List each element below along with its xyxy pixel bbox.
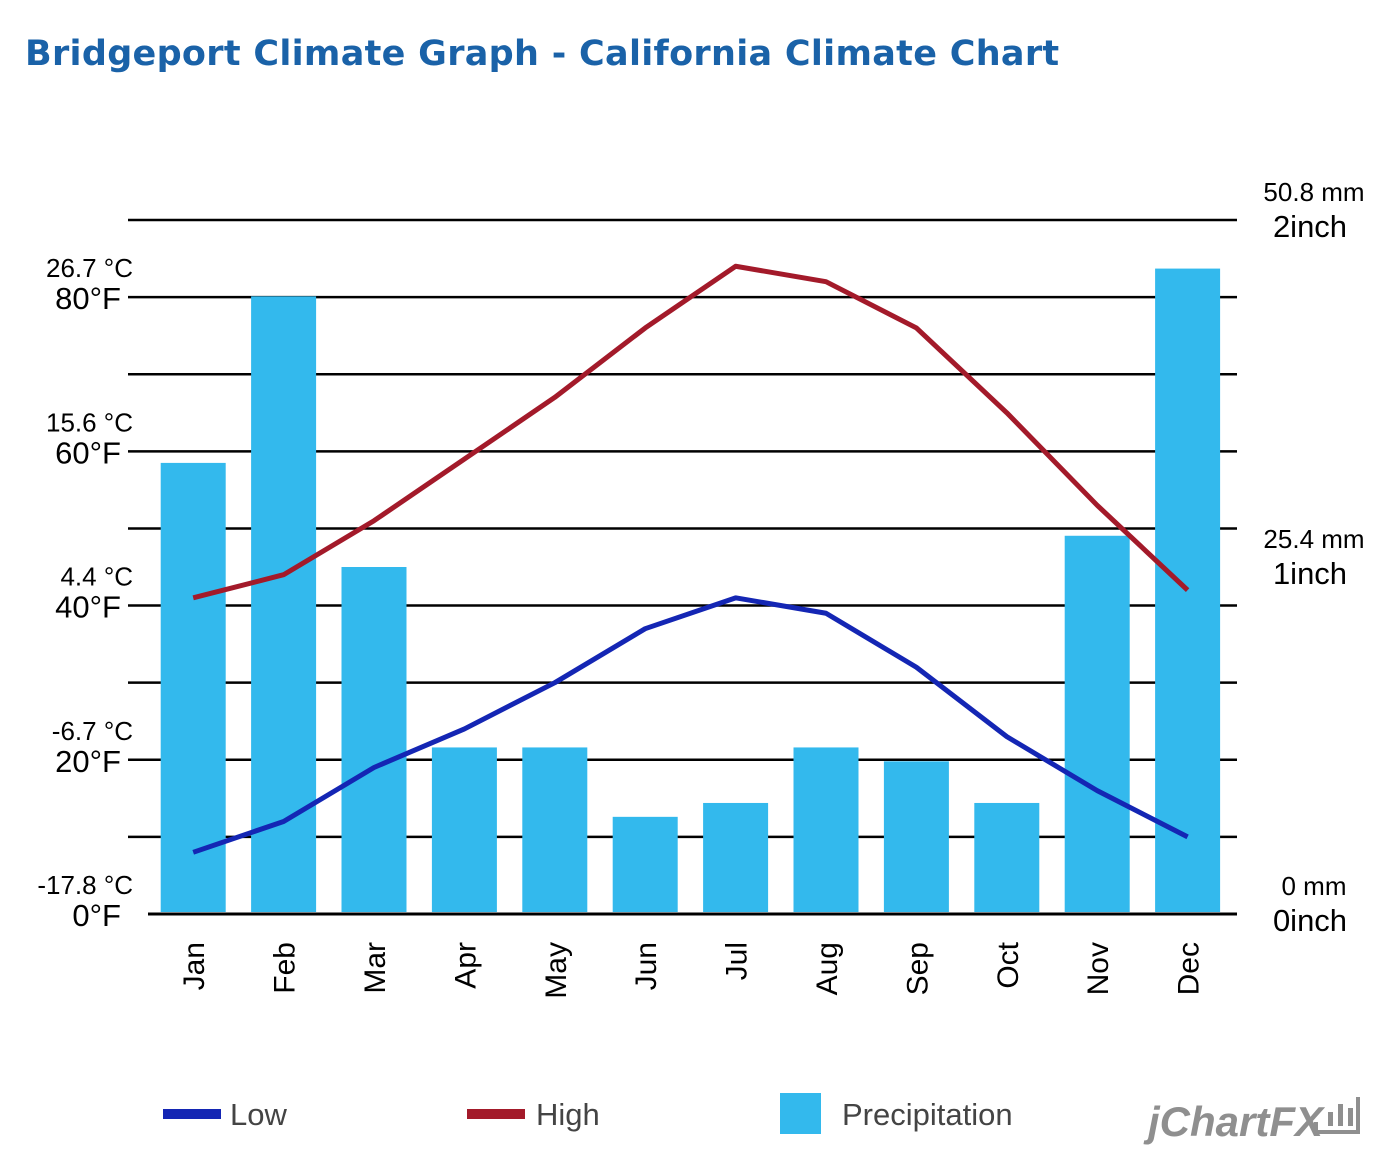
y-right-inch-label: 1inch xyxy=(1273,556,1347,591)
y-left-fahrenheit-label: 60°F xyxy=(55,435,121,470)
x-tick-label-jul: Jul xyxy=(721,942,754,980)
jchartfx-logo: jChartFX xyxy=(1143,1097,1360,1145)
x-tick-label-feb: Feb xyxy=(269,942,302,994)
y-right-inch-label: 2inch xyxy=(1273,209,1347,244)
legend: Low High Precipitation xyxy=(163,1093,1013,1134)
y-left-celsius-label: 4.4 °C xyxy=(60,562,133,592)
legend-label-high: High xyxy=(536,1097,600,1132)
precipitation-bars xyxy=(160,268,1221,913)
y-left-celsius-label: 26.7 °C xyxy=(46,253,133,283)
legend-label-precipitation: Precipitation xyxy=(842,1097,1013,1132)
chart-logo-icon xyxy=(1314,1097,1360,1134)
y-right-mm-label: 0 mm xyxy=(1282,871,1347,901)
x-tick-label-nov: Nov xyxy=(1082,942,1115,995)
x-tick-label-sep: Sep xyxy=(901,942,934,995)
x-tick-label-oct: Oct xyxy=(992,941,1025,988)
precipitation-bar-dec xyxy=(1155,268,1221,913)
precipitation-bar-nov xyxy=(1064,535,1130,912)
x-tick-label-aug: Aug xyxy=(811,942,844,995)
precipitation-bar-may xyxy=(522,747,588,912)
y-left-fahrenheit-label: 40°F xyxy=(55,590,121,625)
temperature-lines xyxy=(192,263,1190,855)
y-left-celsius-label: -6.7 °C xyxy=(52,716,133,746)
legend-swatch-high xyxy=(467,1109,525,1119)
x-tick-label-jun: Jun xyxy=(630,942,663,990)
x-tick-label-apr: Apr xyxy=(449,942,482,989)
high-temperature-line xyxy=(192,263,1190,601)
axis-labels: -17.8 °C0°F -6.7 °C20°F 4.4 °C40°F 15.6 °C6… xyxy=(37,177,1364,999)
precipitation-bar-oct xyxy=(974,802,1040,912)
brand-wordmark: jChartFX xyxy=(1143,1098,1326,1145)
precipitation-bar-jul xyxy=(703,802,769,912)
x-tick-label-jan: Jan xyxy=(178,942,211,990)
y-left-celsius-label: 15.6 °C xyxy=(46,407,133,437)
y-right-mm-label: 50.8 mm xyxy=(1263,177,1364,207)
y-left-fahrenheit-label: 80°F xyxy=(55,281,121,316)
precipitation-bar-jan xyxy=(160,462,226,912)
x-tick-label-may: May xyxy=(540,942,573,999)
legend-swatch-low xyxy=(163,1109,221,1119)
y-right-inch-label: 0inch xyxy=(1273,903,1347,938)
precipitation-bar-aug xyxy=(793,747,859,912)
chart-title: Bridgeport Climate Graph - California Cl… xyxy=(25,34,1060,74)
low-temperature-line xyxy=(192,595,1189,855)
y-left-fahrenheit-label: 20°F xyxy=(55,744,121,779)
x-tick-label-dec: Dec xyxy=(1173,942,1206,995)
y-left-celsius-label: -17.8 °C xyxy=(37,870,133,900)
x-tick-label-mar: Mar xyxy=(359,942,392,994)
legend-label-low: Low xyxy=(230,1097,287,1132)
precipitation-bar-jun xyxy=(612,816,678,912)
legend-swatch-precipitation xyxy=(780,1093,821,1134)
precipitation-bar-apr xyxy=(431,747,497,912)
precipitation-bar-sep xyxy=(883,761,949,912)
y-left-fahrenheit-label: 0°F xyxy=(72,898,121,933)
y-right-mm-label: 25.4 mm xyxy=(1263,524,1364,554)
precipitation-bar-mar xyxy=(341,567,407,912)
